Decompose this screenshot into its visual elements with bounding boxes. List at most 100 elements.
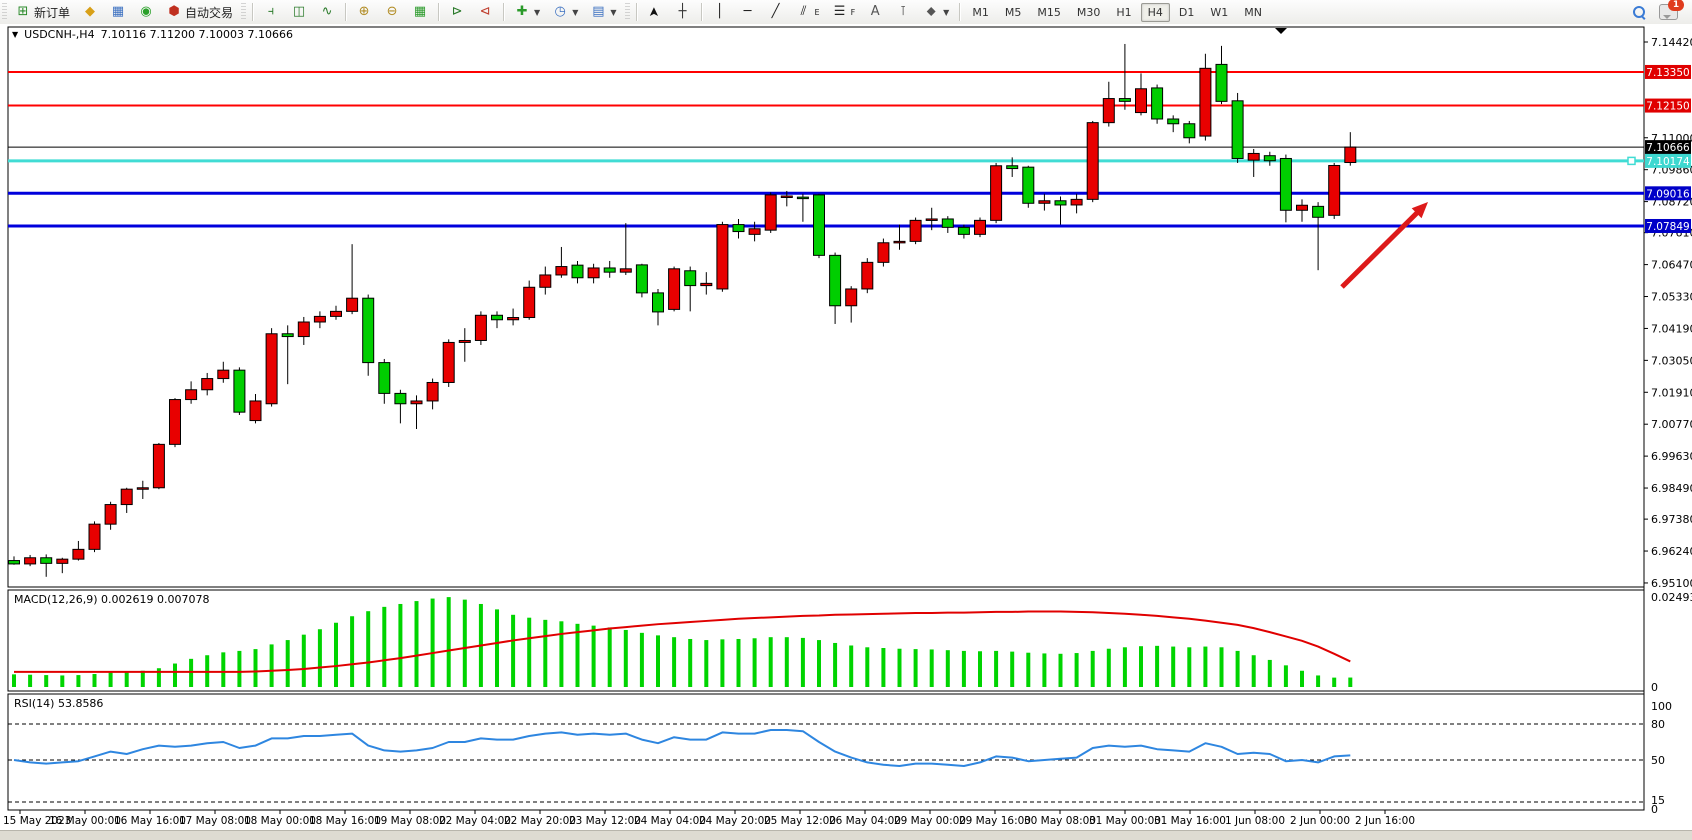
timeframe-button-h4[interactable]: H4 xyxy=(1140,3,1170,22)
auto-scroll-button[interactable]: ⊳ xyxy=(444,1,470,23)
horizontal-line-button[interactable]: ─ xyxy=(735,1,761,23)
signals-icon: ◉ xyxy=(140,4,152,19)
price-badge xyxy=(1645,218,1691,233)
autotrading-label: 自动交易 xyxy=(185,5,234,20)
macd-bar xyxy=(1251,655,1256,687)
time-tick-label: 29 May 16:00 xyxy=(959,815,1031,827)
time-tick-label: 2 Jun 00:00 xyxy=(1290,815,1350,827)
price-tick-label: 7.04190 xyxy=(1651,322,1692,335)
periods-button[interactable]: ◷ ▼ xyxy=(547,1,583,23)
macd-signal-line xyxy=(14,610,1351,673)
chart-shift-button[interactable]: ⊲ xyxy=(472,1,498,23)
timeframe-button-m5[interactable]: M5 xyxy=(1004,6,1022,19)
timeframe-button-mn[interactable]: MN xyxy=(1244,6,1262,19)
fibonacci-button[interactable]: ☰ F xyxy=(827,1,861,23)
price-badge-label: 7.10174 xyxy=(1646,156,1690,168)
shift-marker-icon[interactable] xyxy=(1275,28,1287,34)
timeframe-button-m30[interactable]: M30 xyxy=(1076,6,1101,19)
macd-bar xyxy=(656,635,660,687)
candle xyxy=(587,267,600,279)
arrows-icon: ⬥ xyxy=(926,4,936,19)
macd-bar xyxy=(414,601,419,687)
time-tick-label: 24 May 20:00 xyxy=(699,815,771,827)
macd-panel-frame xyxy=(7,589,1645,692)
macd-bar xyxy=(285,640,290,687)
trend-arrow[interactable] xyxy=(1340,208,1422,289)
channel-button[interactable]: ⫽ E xyxy=(791,1,825,23)
timeframe-button-w1[interactable]: W1 xyxy=(1210,6,1229,19)
candle xyxy=(442,341,455,383)
rsi-line xyxy=(13,729,1351,767)
zoom-out-button[interactable]: ⊖ xyxy=(379,1,405,23)
timeframe-button-h1[interactable]: H1 xyxy=(1116,6,1132,19)
candle xyxy=(1135,88,1147,114)
candlestick-chart-button[interactable]: ◫ xyxy=(286,1,312,23)
arrows-button[interactable]: ⬥ ▼ xyxy=(918,1,954,23)
time-tick-label: 2 Jun 16:00 xyxy=(1355,815,1415,827)
toolbar-grip[interactable] xyxy=(624,3,630,21)
candle xyxy=(603,267,616,273)
rsi-axis-label: 0 xyxy=(1651,803,1658,816)
new-order-button[interactable]: ⊞ 新订单 xyxy=(10,1,75,23)
candle xyxy=(1231,100,1244,159)
price-tick-label: 6.95100 xyxy=(1651,577,1692,590)
timeframe-button-d1[interactable]: D1 xyxy=(1178,6,1195,19)
dropdown-triangle-icon[interactable]: ▼ xyxy=(12,30,19,39)
indicators-button[interactable]: ✚ ▼ xyxy=(509,1,545,23)
toolbar-grip[interactable] xyxy=(2,3,7,21)
crosshair-button[interactable]: ┼ xyxy=(670,1,696,23)
time-tick-label: 29 May 00:00 xyxy=(894,815,966,827)
line-chart-button[interactable]: ∿ xyxy=(314,1,340,23)
trendline-button[interactable]: ╱ xyxy=(763,1,789,23)
data-window-button[interactable]: ▦ xyxy=(105,1,131,23)
candle xyxy=(974,219,986,235)
macd-bar xyxy=(865,647,870,687)
timeframe-button-m1[interactable]: M1 xyxy=(972,6,989,19)
line-handle[interactable] xyxy=(1627,156,1636,166)
candle xyxy=(24,557,37,565)
chart-window[interactable]: 7.14420 7.11000 7.09860 7.08720 7.07610 7.064… xyxy=(0,24,1692,830)
search-button[interactable] xyxy=(1626,1,1652,23)
vertical-line-button[interactable]: │ xyxy=(707,1,733,23)
macd-bar xyxy=(1332,677,1337,687)
signals-button[interactable]: ◉ xyxy=(133,1,159,23)
zoom-in-button[interactable]: ⊕ xyxy=(351,1,377,23)
search-icon xyxy=(1631,4,1647,20)
autotrading-button[interactable]: ⬢ 自动交易 xyxy=(161,1,238,23)
macd-bar xyxy=(929,649,934,687)
macd-bar xyxy=(108,672,113,687)
candle xyxy=(1296,204,1308,211)
price-tick-label: 7.14420 xyxy=(1651,36,1692,49)
price-tick-label: 7.01910 xyxy=(1651,386,1692,399)
trendline-icon: ╱ xyxy=(771,4,780,19)
timeframe-button-m15[interactable]: M15 xyxy=(1037,6,1061,19)
text-label-button[interactable]: ⊺ xyxy=(890,1,916,23)
notifications-button[interactable]: 1 xyxy=(1654,0,1691,23)
tile-windows-button[interactable]: ▦ xyxy=(407,1,433,23)
templates-button[interactable]: ▤ ▼ xyxy=(585,1,621,23)
toolbar-grip[interactable] xyxy=(241,3,247,21)
candle xyxy=(1215,63,1228,102)
candle xyxy=(941,218,954,228)
trend-arrow-head[interactable] xyxy=(1411,202,1428,219)
candle xyxy=(1344,146,1357,164)
macd-bar xyxy=(1171,646,1176,687)
macd-bar xyxy=(978,651,982,687)
bar-chart-button[interactable]: ⫞ xyxy=(258,1,284,23)
macd-bar xyxy=(237,650,242,687)
time-tick-label: 15 May 2023 xyxy=(3,815,71,827)
macd-bar xyxy=(511,614,516,687)
chart-canvas[interactable]: 7.144207.110007.098607.087207.076107.064… xyxy=(0,24,1692,830)
market-watch-button[interactable]: ◆ xyxy=(77,1,103,23)
candle xyxy=(1038,200,1051,204)
macd-bar xyxy=(672,637,677,687)
candle xyxy=(1167,118,1180,125)
rsi-axis-label: 15 xyxy=(1651,794,1665,807)
price-badge xyxy=(1645,140,1691,155)
candle xyxy=(1102,98,1115,124)
main-toolbar: ⊞ 新订单 ◆ ▦ ◉ ⬢ 自动交易 ⫞ ◫ ∿ ⊕ ⊖ ▦ ⊳ ⊲ ✚ ▼ ◷ ▼… xyxy=(0,0,1692,25)
macd-bar xyxy=(1187,647,1192,687)
cursor-button[interactable]: ➤ xyxy=(642,1,668,23)
text-button[interactable]: A xyxy=(862,1,888,23)
macd-bar xyxy=(639,632,644,687)
